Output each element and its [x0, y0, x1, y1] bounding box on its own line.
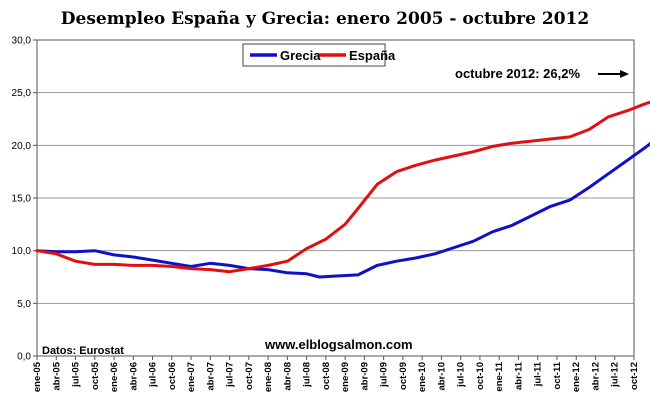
- y-tick-label: 10,0: [12, 246, 32, 257]
- x-tick-label: abr-05: [51, 361, 62, 390]
- y-axis: 0,0 5,0 10,0 15,0 20,0 25,0 30,0: [12, 36, 37, 363]
- series-line-espana: [35, 100, 650, 274]
- series-lines: [35, 100, 650, 279]
- x-tick-label: ene-09: [340, 362, 351, 392]
- x-tick-label: oct-10: [475, 362, 486, 390]
- x-tick-label: jul-09: [379, 362, 390, 388]
- x-tick-label: oct-07: [244, 362, 255, 390]
- x-tick-label: abr-12: [590, 362, 601, 391]
- x-tick-label: abr-07: [205, 362, 216, 391]
- x-tick-label: oct-12: [629, 362, 640, 390]
- x-tick-label: oct-06: [167, 362, 178, 390]
- source-note: Datos: Eurostat: [42, 345, 124, 357]
- x-tick-label: abr-09: [359, 362, 370, 391]
- series-line-grecia: [35, 141, 650, 279]
- legend: Grecia España: [242, 43, 396, 67]
- x-tick-label: abr-11: [513, 361, 524, 390]
- x-tick-label: jul-06: [148, 362, 159, 388]
- x-tick-label: ene-12: [571, 362, 582, 392]
- legend-label-grecia: Grecia: [280, 48, 321, 63]
- legend-label-espana: España: [349, 48, 396, 63]
- x-tick-label: oct-05: [90, 361, 101, 390]
- gridlines: [37, 92, 634, 304]
- x-tick-label: oct-09: [398, 362, 409, 390]
- x-tick-label: ene-06: [109, 362, 120, 392]
- x-tick-label: jul-10: [456, 362, 467, 388]
- x-tick-label: ene-05: [32, 361, 43, 392]
- x-tick-label: ene-08: [263, 362, 274, 392]
- x-tick-label: abr-06: [128, 362, 139, 391]
- x-tick-label: oct-11: [552, 361, 563, 389]
- y-tick-label: 0,0: [17, 352, 31, 363]
- x-tick-label: jul-12: [610, 362, 621, 388]
- x-tick-label: abr-08: [282, 362, 293, 391]
- y-tick-label: 15,0: [12, 194, 32, 205]
- x-tick-label: ene-07: [186, 362, 197, 392]
- y-tick-label: 20,0: [12, 141, 32, 152]
- x-tick-label: jul-05: [71, 361, 82, 388]
- x-tick-label: ene-10: [417, 362, 428, 392]
- watermark: www.elblogsalmon.com: [264, 337, 413, 352]
- annotation-label: octubre 2012: 26,2%: [455, 66, 580, 81]
- x-tick-label: ene-11: [494, 361, 505, 391]
- x-tick-label: jul-11: [533, 361, 544, 387]
- legend-box: [242, 43, 386, 67]
- y-tick-label: 5,0: [17, 299, 31, 310]
- annotation-arrowhead: [620, 70, 629, 78]
- x-axis: ene-05 abr-05 jul-05 oct-05 ene-06 abr-06 jul-…: [32, 356, 640, 392]
- x-tick-label: abr-10: [436, 362, 447, 391]
- chart-title: Desempleo España y Grecia: enero 2005 - …: [61, 9, 589, 29]
- y-tick-label: 30,0: [12, 36, 32, 47]
- x-tick-label: oct-08: [321, 362, 332, 390]
- x-tick-label: jul-08: [302, 362, 313, 388]
- x-tick-label: jul-07: [225, 362, 236, 388]
- y-tick-label: 25,0: [12, 88, 32, 99]
